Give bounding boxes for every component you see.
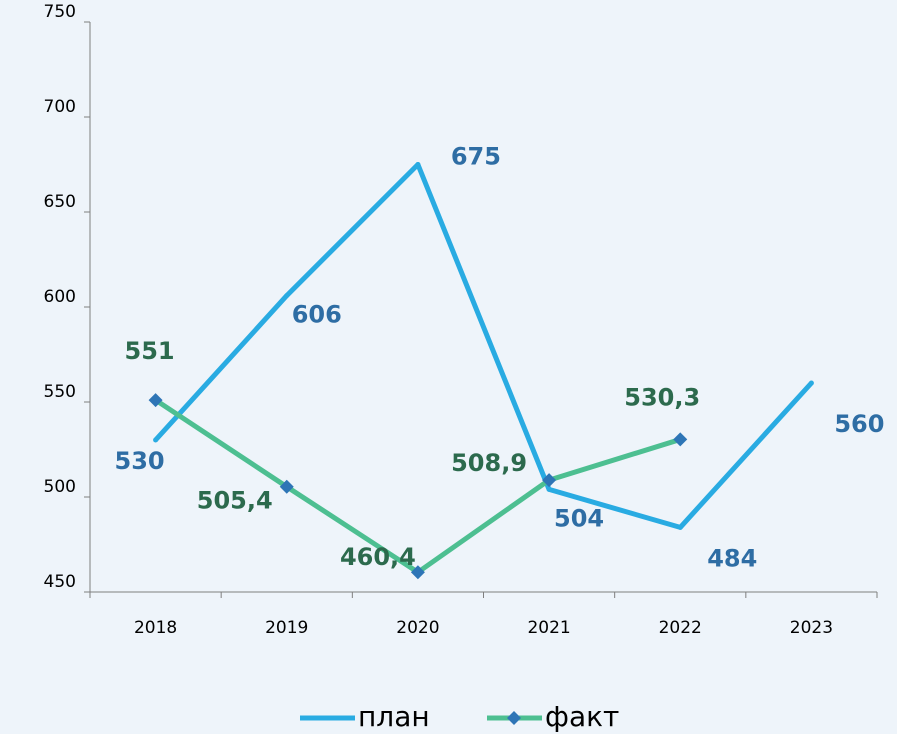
data-label: 551 <box>125 337 175 365</box>
legend-label: факт <box>545 700 619 733</box>
x-tick-label: 2022 <box>659 618 702 638</box>
x-tick-label: 2018 <box>134 618 177 638</box>
legend-label: план <box>358 700 430 733</box>
data-label: 504 <box>554 504 604 532</box>
y-tick-label: 750 <box>44 2 76 22</box>
y-tick-label: 500 <box>44 477 76 497</box>
data-label: 484 <box>707 544 757 572</box>
marker <box>677 524 683 530</box>
y-tick-label: 700 <box>44 97 76 117</box>
data-label: 508,9 <box>451 449 527 477</box>
data-label: 460,4 <box>340 543 416 571</box>
marker <box>808 380 814 386</box>
data-label: 505,4 <box>197 487 273 515</box>
line-series <box>153 162 814 530</box>
y-tick-label: 550 <box>44 382 76 402</box>
x-tick-label: 2020 <box>396 618 439 638</box>
marker <box>410 565 425 580</box>
y-tick-label: 650 <box>44 192 76 212</box>
y-tick-label: 450 <box>44 572 76 592</box>
data-label: 606 <box>292 301 342 329</box>
x-tick-label: 2019 <box>265 618 308 638</box>
marker <box>148 393 163 408</box>
marker <box>673 432 688 447</box>
data-label: 530 <box>115 447 165 475</box>
marker <box>153 437 159 443</box>
y-tick-label: 600 <box>44 287 76 307</box>
marker <box>542 473 557 488</box>
marker <box>415 162 421 167</box>
x-tick-label: 2023 <box>790 618 833 638</box>
x-tick-label: 2021 <box>527 618 570 638</box>
marker <box>546 486 552 492</box>
marker <box>279 479 294 494</box>
data-label: 675 <box>451 143 501 171</box>
data-label: 530,3 <box>624 383 700 411</box>
legend-marker <box>507 711 521 725</box>
data-label: 560 <box>834 410 884 438</box>
marker <box>284 293 290 299</box>
